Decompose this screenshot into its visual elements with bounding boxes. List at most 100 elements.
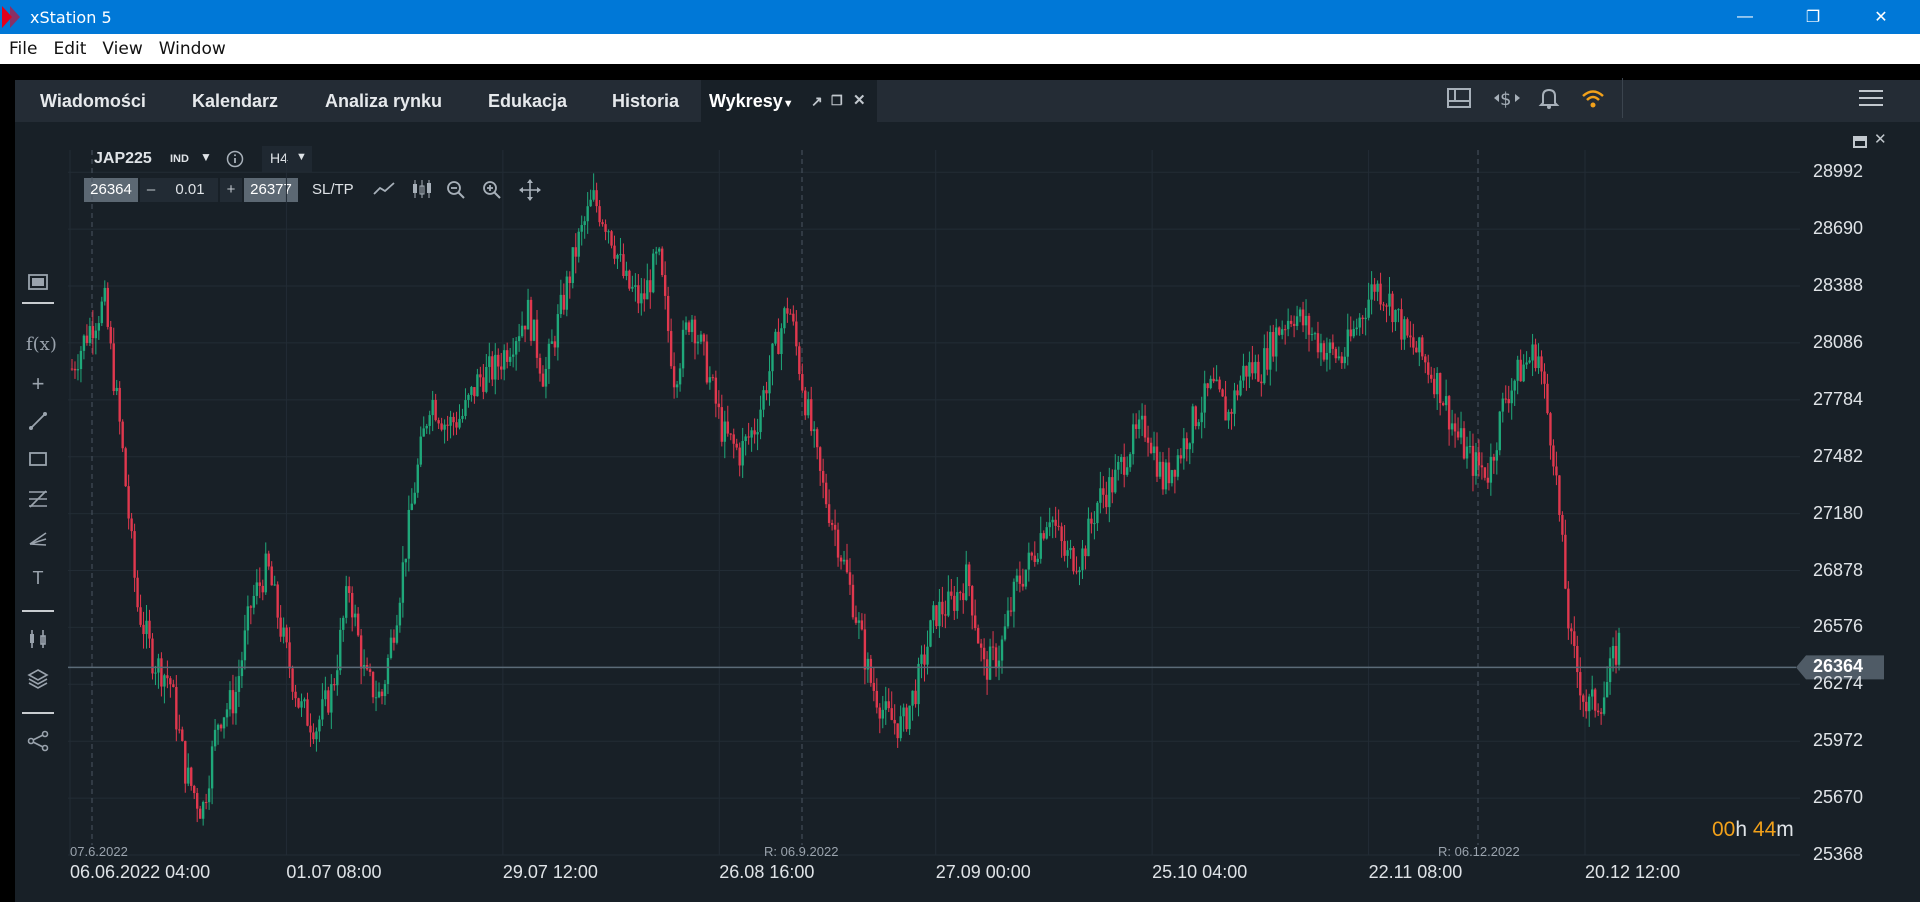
restore-button[interactable]: ❐ xyxy=(1784,0,1842,34)
indicators-icon[interactable]: f(x) xyxy=(26,334,57,355)
candle-body-up xyxy=(565,276,569,310)
menu-window[interactable]: Window xyxy=(158,39,226,59)
popout-icon[interactable]: ↗ xyxy=(811,93,823,109)
zoom-out-icon[interactable] xyxy=(446,180,466,205)
candle-body-down xyxy=(1406,319,1409,336)
countdown-m: m xyxy=(1776,818,1794,841)
minimize-button[interactable]: — xyxy=(1716,0,1774,34)
candle-body-down xyxy=(204,802,208,804)
menu-view[interactable]: View xyxy=(102,39,143,59)
candle-body-up xyxy=(1099,488,1102,503)
candle-body-down xyxy=(291,668,294,692)
wifi-icon[interactable] xyxy=(1580,86,1606,115)
candle-body-down xyxy=(479,374,482,378)
chart-type-icon[interactable] xyxy=(26,272,50,296)
layers-icon[interactable] xyxy=(26,668,50,692)
candle-body-up xyxy=(339,629,342,671)
tab-historia[interactable]: Historia xyxy=(612,91,680,111)
fibonacci-icon[interactable] xyxy=(26,488,50,512)
candle-body-down xyxy=(851,584,855,618)
candle-body-up xyxy=(929,620,932,647)
info-icon[interactable] xyxy=(226,150,244,173)
candle-body-up xyxy=(264,553,267,593)
volume-input[interactable]: 0.01 xyxy=(162,178,218,202)
candle-body-down xyxy=(1185,438,1189,450)
volume-plus-button[interactable]: + xyxy=(220,178,242,202)
sltp-button[interactable]: SL/TP xyxy=(312,181,354,198)
candle-body-up xyxy=(1328,342,1332,353)
volume-minus-button[interactable]: – xyxy=(140,178,162,202)
candle-body-up xyxy=(586,206,589,222)
pitchfork-icon[interactable] xyxy=(26,528,50,552)
candle-body-down xyxy=(1486,477,1490,483)
candle-body-up xyxy=(1418,337,1421,353)
share-icon[interactable] xyxy=(26,730,50,754)
candle-body-up xyxy=(1522,364,1525,382)
candle-body-down xyxy=(1549,413,1552,446)
candle-body-down xyxy=(735,443,738,448)
candle-body-down xyxy=(294,691,297,699)
candle-settings-icon[interactable] xyxy=(26,628,50,652)
menu-edit[interactable]: Edit xyxy=(53,39,87,59)
candle-body-up xyxy=(956,592,959,611)
candle-body-down xyxy=(1438,372,1442,404)
candle-body-down xyxy=(118,387,121,422)
hamburger-icon[interactable] xyxy=(1858,88,1884,113)
close-button[interactable]: ✕ xyxy=(1852,0,1910,34)
candle-body-down xyxy=(801,374,804,391)
move-icon[interactable] xyxy=(518,178,542,207)
candle-body-up xyxy=(759,409,762,433)
tab-edukacja[interactable]: Edukacja xyxy=(488,91,568,111)
candles-icon[interactable] xyxy=(410,178,434,205)
candle-body-down xyxy=(726,421,729,434)
candle-body-down xyxy=(1447,396,1451,430)
trendline-icon[interactable] xyxy=(26,410,50,434)
candle-body-up xyxy=(318,719,321,732)
candle-body-down xyxy=(261,585,264,593)
tab-wykresy[interactable]: Wykresy▼ ↗ ❐ ✕ xyxy=(701,80,877,122)
candle-body-down xyxy=(717,403,721,408)
zoom-in-icon[interactable] xyxy=(482,180,502,205)
candle-body-down xyxy=(491,356,494,380)
x-tick-label: 25.10 04:00 xyxy=(1152,862,1248,882)
candle-body-up xyxy=(520,325,524,337)
close-tab-icon[interactable]: ✕ xyxy=(853,92,866,109)
tab-analiza-rynku[interactable]: Analiza rynku xyxy=(325,91,443,111)
category-dropdown-icon[interactable]: ▼ xyxy=(200,150,212,164)
candle-body-down xyxy=(1412,337,1415,348)
y-tick-label: 25670 xyxy=(1813,787,1864,808)
close-panel-icon[interactable]: ✕ xyxy=(1874,131,1887,148)
sell-price-button[interactable]: 26364 xyxy=(84,178,138,202)
candle-body-down xyxy=(198,808,202,819)
text-tool-icon[interactable]: T xyxy=(32,568,44,588)
currency-icon[interactable]: $ xyxy=(1492,86,1522,115)
line-chart-icon[interactable] xyxy=(372,180,396,203)
candle-body-down xyxy=(1415,347,1418,353)
symbol-label[interactable]: JAP225 xyxy=(94,150,152,167)
candle-body-up xyxy=(1394,309,1397,323)
candle-body-down xyxy=(968,564,971,587)
crosshair-icon[interactable]: + xyxy=(31,371,45,396)
tab-wiadomosci[interactable]: Wiadomości xyxy=(40,91,146,111)
maximize-panel-icon[interactable] xyxy=(1853,135,1867,153)
menu-file[interactable]: File xyxy=(9,39,38,59)
timeframe-selector[interactable]: H4 ▼ xyxy=(262,146,312,172)
candle-body-down xyxy=(1477,452,1481,466)
candle-body-down xyxy=(818,447,822,471)
rectangle-icon[interactable] xyxy=(26,448,50,472)
tab-kalendarz[interactable]: Kalendarz xyxy=(192,91,279,111)
candle-body-down xyxy=(610,231,613,246)
restore-panels-icon[interactable]: ❐ xyxy=(831,93,843,108)
layout-icon[interactable] xyxy=(1446,86,1472,115)
candle-body-down xyxy=(792,313,795,322)
candle-body-down xyxy=(795,321,798,347)
candle-body-up xyxy=(1611,645,1615,659)
close-icon: ✕ xyxy=(1874,9,1888,26)
buy-price-button[interactable]: 26377 xyxy=(244,178,298,202)
candle-body-up xyxy=(1495,450,1499,461)
bell-icon[interactable] xyxy=(1537,86,1561,115)
y-tick-label: 26274 xyxy=(1813,673,1864,694)
candle-body-up xyxy=(1096,502,1099,524)
category-label[interactable]: IND xyxy=(170,153,189,165)
